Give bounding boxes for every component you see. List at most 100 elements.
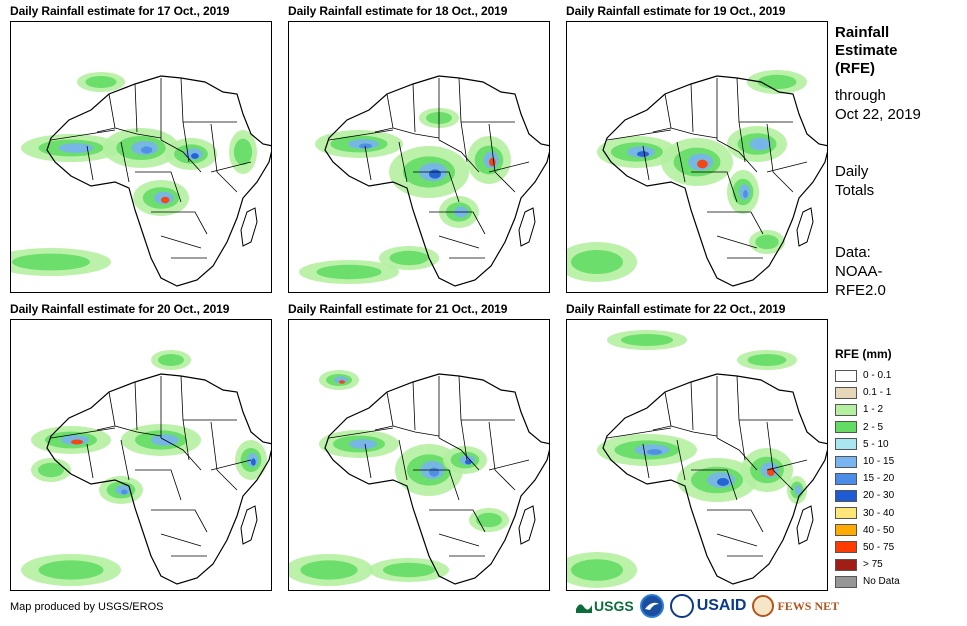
- country-border: [160, 235, 202, 249]
- africa-coastline: [324, 373, 549, 585]
- rainfall-map: [288, 21, 550, 293]
- country-border: [114, 425, 162, 437]
- rain-area: [158, 354, 184, 366]
- country-border: [707, 211, 764, 235]
- country-border: [412, 381, 416, 431]
- country-border: [374, 93, 394, 133]
- usaid-logo: USAID: [669, 594, 747, 618]
- map-canvas: [289, 370, 549, 586]
- panel-title: Daily Rainfall estimate for 22 Oct., 201…: [566, 302, 786, 316]
- country-border: [151, 211, 208, 235]
- country-border: [392, 127, 440, 139]
- country-border: [642, 443, 650, 479]
- rain-area: [757, 142, 766, 150]
- legend-swatch: [835, 386, 857, 399]
- rain-area: [697, 159, 708, 169]
- rain-area: [743, 190, 748, 198]
- legend-item: 0.1 - 1: [835, 384, 900, 401]
- data-source-line: Data:: [835, 244, 871, 261]
- country-border: [182, 121, 190, 163]
- rain-area: [71, 439, 83, 445]
- country-border: [738, 419, 746, 461]
- totals-line: Daily: [835, 163, 869, 180]
- madagascar-coastline: [796, 505, 814, 545]
- rain-area: [359, 143, 373, 149]
- legend-label: 15 - 20: [863, 473, 895, 485]
- rain-area: [621, 334, 673, 346]
- country-border: [488, 161, 530, 173]
- country-border: [398, 141, 408, 183]
- credit-text: Map produced by USGS/EROS: [10, 601, 164, 613]
- legend-item: 0 - 0.1: [835, 367, 900, 384]
- country-border: [716, 533, 758, 547]
- partner-logos: USGS USAID FEWS NET: [576, 594, 839, 618]
- map-panel-18-oct: Daily Rainfall estimate for 18 Oct., 201…: [288, 4, 550, 294]
- legend: 0 - 0.1 0.1 - 1 1 - 2 2 - 5 5 - 10 10 - 15 15 …: [835, 367, 900, 590]
- legend-swatch: [835, 489, 857, 502]
- country-border: [151, 509, 208, 533]
- legend-label: 1 - 2: [863, 404, 884, 416]
- country-border: [134, 381, 138, 431]
- product-title-line: Estimate: [835, 42, 898, 59]
- rain-area: [571, 250, 623, 274]
- legend-swatch: [835, 438, 857, 451]
- country-border: [96, 391, 116, 431]
- map-canvas: [567, 330, 827, 588]
- legend-item: No Data: [835, 573, 900, 590]
- madagascar-coastline: [518, 207, 536, 247]
- legend-label: 0 - 0.1: [863, 370, 892, 382]
- country-border: [392, 425, 440, 437]
- legend-item: 50 - 75: [835, 539, 900, 556]
- map-canvas: [567, 70, 827, 287]
- country-border: [690, 381, 694, 431]
- rainfall-map: [10, 21, 272, 293]
- legend-label: 5 - 10: [863, 438, 889, 450]
- panel-title: Daily Rainfall estimate for 21 Oct., 201…: [288, 302, 508, 316]
- country-border: [676, 141, 686, 183]
- country-border: [716, 437, 758, 471]
- country-border: [429, 211, 486, 235]
- rain-area: [85, 76, 117, 88]
- map-canvas: [11, 72, 271, 287]
- madagascar-coastline: [240, 207, 258, 247]
- country-border: [210, 459, 252, 471]
- totals-line: Totals: [835, 182, 875, 199]
- legend-item: 20 - 30: [835, 487, 900, 504]
- panel-title: Daily Rainfall estimate for 18 Oct., 201…: [288, 4, 508, 18]
- country-border: [412, 83, 416, 133]
- country-border: [429, 509, 486, 533]
- product-title: Rainfall Estimate (RFE): [835, 24, 945, 78]
- rainfall-map: [288, 319, 550, 591]
- rain-area: [571, 559, 623, 581]
- africa-coastline: [602, 373, 827, 585]
- legend-label: 0.1 - 1: [863, 387, 892, 399]
- map-canvas: [21, 350, 271, 586]
- rain-area: [161, 196, 170, 204]
- country-border: [182, 419, 190, 461]
- product-title-line: Rainfall: [835, 24, 890, 41]
- rain-area: [71, 147, 86, 153]
- through-label: through: [835, 87, 886, 104]
- country-border: [86, 145, 94, 181]
- country-border: [738, 121, 746, 163]
- country-border: [413, 171, 460, 203]
- country-border: [488, 421, 516, 491]
- country-border: [210, 421, 238, 491]
- usaid-logo-text: USAID: [696, 597, 747, 614]
- legend-item: 10 - 15: [835, 453, 900, 470]
- africa-coastline: [46, 75, 271, 287]
- country-border: [210, 161, 252, 173]
- country-border: [328, 129, 394, 141]
- rain-area: [429, 169, 441, 179]
- data-source-line: RFE2.0: [835, 282, 886, 299]
- country-border: [766, 459, 808, 471]
- country-border: [716, 235, 758, 249]
- panel-title: Daily Rainfall estimate for 19 Oct., 201…: [566, 4, 786, 18]
- usgs-wave-icon: [576, 604, 592, 613]
- country-border: [716, 139, 758, 173]
- country-border: [364, 145, 372, 181]
- rain-area: [339, 380, 345, 384]
- country-border: [120, 439, 130, 481]
- noaa-bird-icon: [644, 602, 659, 610]
- through-date: Oct 22, 2019: [835, 106, 921, 123]
